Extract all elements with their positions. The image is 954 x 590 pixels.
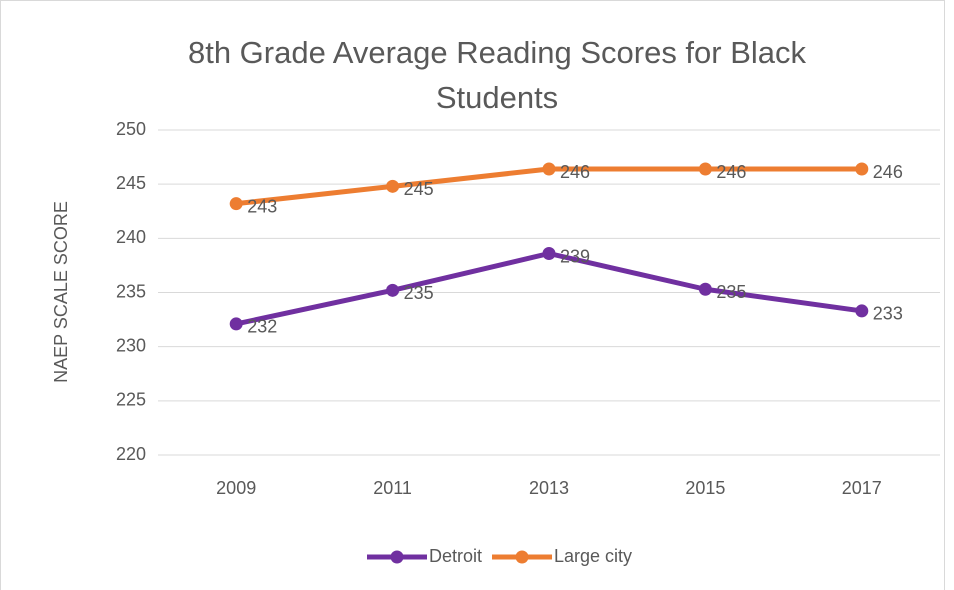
data-label: 235 xyxy=(404,283,434,303)
x-tick-label: 2011 xyxy=(373,478,412,498)
marker xyxy=(855,162,869,176)
y-tick-label: 240 xyxy=(116,227,146,247)
legend-marker xyxy=(515,550,529,564)
legend-marker xyxy=(390,550,404,564)
chart-title: 8th Grade Average Reading Scores for Bla… xyxy=(187,35,807,115)
y-tick-label: 230 xyxy=(116,335,146,355)
marker xyxy=(542,247,556,260)
data-label: 246 xyxy=(873,162,903,182)
data-label: 239 xyxy=(560,246,590,266)
data-label: 246 xyxy=(716,162,746,182)
data-label: 245 xyxy=(404,179,434,199)
marker xyxy=(698,282,712,296)
marker xyxy=(698,162,712,176)
marker xyxy=(386,283,400,297)
data-label: 246 xyxy=(560,162,590,182)
y-axis-label: NAEP SCALE SCORE xyxy=(51,201,71,383)
marker xyxy=(855,304,869,318)
marker xyxy=(542,162,556,176)
data-label: 243 xyxy=(247,196,277,216)
y-tick-label: 250 xyxy=(116,119,146,139)
y-tick-label: 245 xyxy=(116,173,146,193)
x-tick-label: 2015 xyxy=(685,478,725,498)
x-tick-label: 2013 xyxy=(529,478,569,498)
legend-label: Detroit xyxy=(429,546,482,566)
data-label: 233 xyxy=(873,304,903,324)
marker xyxy=(386,179,400,193)
data-label: 235 xyxy=(716,282,746,302)
line xyxy=(235,251,863,327)
x-tick-label: 2017 xyxy=(842,478,882,498)
x-tick-label: 2009 xyxy=(216,478,256,498)
data-label: 232 xyxy=(247,317,277,337)
marker xyxy=(229,197,243,211)
marker xyxy=(229,317,243,331)
legend-label: Large city xyxy=(554,546,632,566)
y-tick-label: 235 xyxy=(116,281,146,301)
y-tick-label: 225 xyxy=(116,390,146,410)
y-tick-label: 220 xyxy=(116,444,146,464)
